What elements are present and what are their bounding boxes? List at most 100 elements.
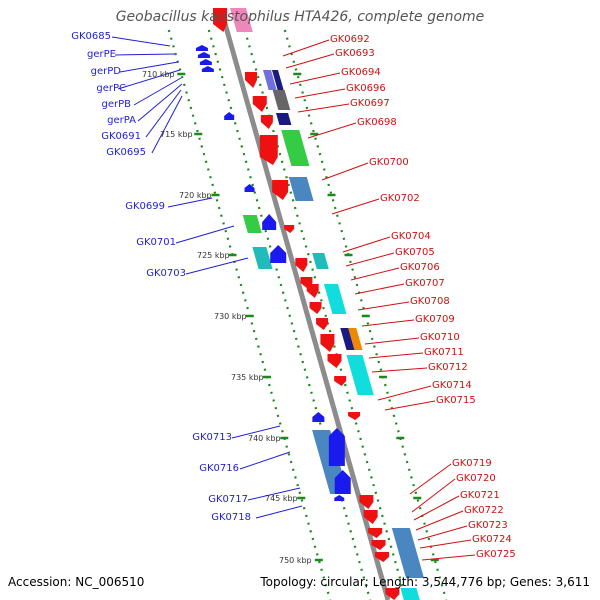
map-title: Geobacillus kaustophilus HTA426, complet… bbox=[115, 9, 485, 25]
gene-label[interactable]: gerPD bbox=[90, 66, 121, 77]
gene-arrow-down bbox=[359, 495, 374, 509]
gene-arrow-down bbox=[284, 225, 295, 233]
gene-box bbox=[346, 355, 374, 395]
gene-arrow-up bbox=[199, 59, 212, 65]
gene-label[interactable]: GK0713 bbox=[192, 432, 232, 443]
gene-arrow-down bbox=[272, 180, 289, 200]
leader-line-right bbox=[285, 53, 335, 69]
gene-arrow-down bbox=[244, 72, 257, 88]
gene-box bbox=[281, 130, 310, 166]
gene-box bbox=[288, 177, 314, 201]
gene-arrow-down bbox=[320, 334, 335, 352]
gene-label[interactable]: GK0717 bbox=[208, 494, 248, 505]
gene-label[interactable]: GK0695 bbox=[106, 147, 146, 158]
gene-label[interactable]: GK0691 bbox=[101, 131, 141, 142]
gene-label[interactable]: gerPC bbox=[96, 83, 126, 94]
gene-label[interactable]: GK0719 bbox=[452, 458, 492, 469]
gene-label[interactable]: GK0700 bbox=[369, 157, 409, 168]
gene-box bbox=[391, 528, 424, 578]
gene-label[interactable]: GK0704 bbox=[391, 231, 431, 242]
gene-box bbox=[276, 113, 292, 125]
gene-label[interactable]: GK0702 bbox=[380, 193, 420, 204]
gene-label[interactable]: gerPB bbox=[101, 99, 131, 110]
gene-label[interactable]: GK0703 bbox=[146, 268, 186, 279]
gene-label[interactable]: GK0694 bbox=[341, 67, 381, 78]
leader-line-left bbox=[231, 425, 281, 439]
leader-line-right bbox=[419, 539, 472, 549]
gene-label[interactable]: gerPA bbox=[107, 115, 136, 126]
gene-arrow-down bbox=[260, 115, 273, 129]
gene-arrow-down bbox=[213, 8, 227, 32]
kbp-label: 725 kbp bbox=[197, 251, 230, 260]
gene-label[interactable]: GK0721 bbox=[460, 490, 500, 501]
gene-arrow-down bbox=[374, 552, 389, 562]
leader-line-left bbox=[239, 451, 291, 470]
gene-label[interactable]: GK0725 bbox=[476, 549, 516, 560]
gene-label[interactable]: GK0708 bbox=[410, 296, 450, 307]
leader-line-right bbox=[357, 301, 410, 311]
gene-label[interactable]: GK0705 bbox=[395, 247, 435, 258]
leader-line-right bbox=[342, 236, 391, 253]
gene-arrow-down bbox=[309, 302, 322, 314]
gene-box bbox=[340, 328, 355, 350]
leader-line-left bbox=[167, 197, 213, 208]
gene-label[interactable]: GK0707 bbox=[405, 278, 445, 289]
gene-label[interactable]: gerPE bbox=[87, 49, 116, 60]
gene-label[interactable]: GK0698 bbox=[357, 117, 397, 128]
genome-backbone bbox=[221, 19, 391, 600]
gene-label[interactable]: GK0693 bbox=[335, 48, 375, 59]
gene-label[interactable]: GK0699 bbox=[125, 201, 165, 212]
leader-line-right bbox=[294, 88, 346, 99]
gene-arrow-up bbox=[195, 45, 208, 51]
leader-line-right bbox=[417, 525, 468, 541]
leader-line-left bbox=[247, 487, 301, 501]
gene-label[interactable]: GK0720 bbox=[456, 473, 496, 484]
gene-label[interactable]: GK0718 bbox=[211, 512, 251, 523]
gene-label[interactable]: GK0697 bbox=[350, 98, 390, 109]
gene-label[interactable]: GK0712 bbox=[428, 362, 468, 373]
gene-arrow-down bbox=[334, 376, 347, 386]
gene-arrow-down bbox=[252, 96, 267, 112]
gene-label[interactable]: GK0710 bbox=[420, 332, 460, 343]
gene-arrow-down bbox=[259, 135, 278, 165]
gene-label[interactable]: GK0715 bbox=[436, 395, 476, 406]
gene-arrow-up bbox=[201, 66, 214, 72]
leader-line-right bbox=[361, 319, 415, 327]
gene-label[interactable]: GK0685 bbox=[71, 31, 111, 42]
kbp-label: 720 kbp bbox=[179, 191, 212, 200]
leader-line-left bbox=[119, 61, 179, 73]
gene-arrow-down bbox=[295, 258, 308, 272]
gene-arrow-down bbox=[316, 318, 329, 330]
gene-arrow-up bbox=[334, 470, 351, 494]
gene-label[interactable]: GK0723 bbox=[468, 520, 508, 531]
gene-box bbox=[262, 70, 277, 90]
gene-arrow-down bbox=[363, 510, 378, 524]
gene-arrow-down bbox=[385, 588, 400, 600]
gene-label[interactable]: GK0722 bbox=[464, 505, 504, 516]
leader-line-right bbox=[415, 510, 464, 531]
gene-label[interactable]: GK0701 bbox=[136, 237, 176, 248]
gene-arrow-up bbox=[328, 428, 345, 466]
gene-label[interactable]: GK0714 bbox=[432, 380, 472, 391]
gene-label[interactable]: GK0696 bbox=[346, 83, 386, 94]
gene-label[interactable]: GK0692 bbox=[330, 34, 370, 45]
gene-label[interactable]: GK0709 bbox=[415, 314, 455, 325]
kbp-label: 740 kbp bbox=[248, 434, 281, 443]
kbp-label: 710 kbp bbox=[142, 70, 175, 79]
gene-box bbox=[271, 70, 284, 90]
gene-label[interactable]: GK0724 bbox=[472, 534, 512, 545]
gene-label[interactable]: GK0706 bbox=[400, 262, 440, 273]
leader-line-right bbox=[377, 385, 432, 401]
gene-box bbox=[323, 284, 347, 314]
leader-line-right bbox=[421, 554, 476, 561]
leader-line-right bbox=[307, 122, 357, 139]
leader-line-right bbox=[413, 495, 460, 521]
leader-line-right bbox=[371, 367, 428, 373]
gene-label[interactable]: GK0716 bbox=[199, 463, 239, 474]
accession-text: Accession: NC_006510 bbox=[8, 575, 145, 589]
gene-arrow-up bbox=[312, 412, 325, 422]
leader-line-left bbox=[133, 77, 182, 106]
gene-arrow-up bbox=[244, 184, 255, 192]
gene-label[interactable]: GK0711 bbox=[424, 347, 464, 358]
kbp-label: 730 kbp bbox=[214, 312, 247, 321]
